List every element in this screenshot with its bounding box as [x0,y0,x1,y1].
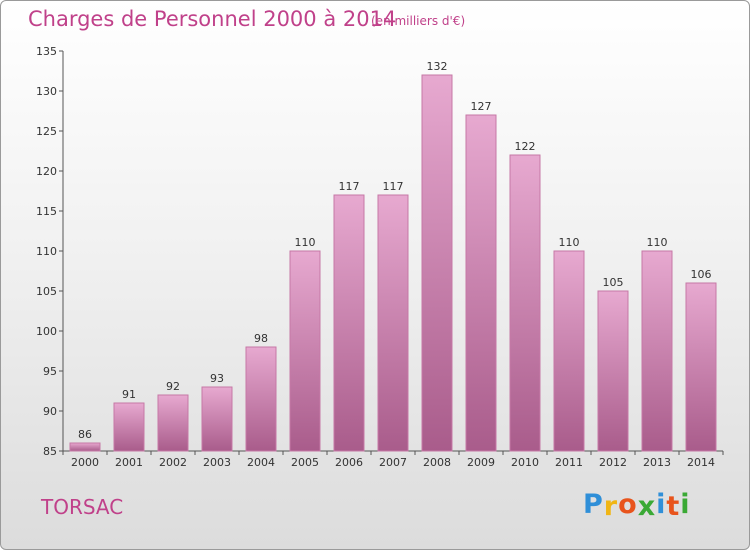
y-tick-label: 115 [36,205,57,218]
x-tick-label-2012: 2012 [599,456,627,469]
y-tick-label: 100 [36,325,57,338]
y-tick-label: 95 [43,365,57,378]
proxiti-logo: Proxiti [583,489,691,522]
y-tick-label: 90 [43,405,57,418]
x-tick-label-2000: 2000 [71,456,99,469]
chart-data-labels: 86 91 92 93 98 110 117 117 132 127 122 110 105 110 106 [78,60,712,441]
y-tick-label: 125 [36,125,57,138]
x-tick-label-2004: 2004 [247,456,275,469]
data-label-2003: 93 [210,372,224,385]
bar-2007 [377,194,409,452]
chart-axes: 85 90 95 100 105 110 115 120 125 130 135 2000 2001 20… [36,45,724,469]
commune-name: TORSAC [41,495,124,519]
data-label-2005: 110 [295,236,316,249]
x-tick-label-2003: 2003 [203,456,231,469]
y-tick-label: 130 [36,85,57,98]
bar-2006 [333,194,365,452]
chart-unit-label: (en milliers d'€) [371,14,466,28]
bar-2012 [597,290,629,452]
data-label-2007: 117 [383,180,404,193]
data-label-2002: 92 [166,380,180,393]
bar-2004 [245,346,277,452]
data-label-2004: 98 [254,332,268,345]
bar-2011 [553,250,585,452]
bar-2002 [157,394,189,452]
bar-2005 [289,250,321,452]
x-tick-label-2014: 2014 [687,456,715,469]
chart-title: Charges de Personnel 2000 à 2014 [28,7,397,31]
data-label-2001: 91 [122,388,136,401]
data-label-2000: 86 [78,428,92,441]
bar-2009 [465,114,497,452]
data-label-2014: 106 [691,268,712,281]
logo-letter: o [618,489,638,520]
x-tick-label-2013: 2013 [643,456,671,469]
data-label-2009: 127 [471,100,492,113]
logo-letter: x [637,491,657,522]
y-tick-label: 135 [36,45,57,58]
logo-letter: i [656,489,667,520]
bar-2008 [421,74,453,452]
chart-bars [69,74,717,452]
bar-2013 [641,250,673,452]
logo-letter: t [666,491,681,522]
x-tick-label-2006: 2006 [335,456,363,469]
data-label-2010: 122 [515,140,536,153]
x-tick-label-2009: 2009 [467,456,495,469]
data-label-2013: 110 [647,236,668,249]
data-label-2012: 105 [603,276,624,289]
x-tick-label-2010: 2010 [511,456,539,469]
logo-letter: r [603,491,619,522]
y-tick-label: 120 [36,165,57,178]
x-tick-label-2008: 2008 [423,456,451,469]
bar-2010 [509,154,541,452]
logo-letter: i [680,489,691,520]
x-tick-label-2007: 2007 [379,456,407,469]
bar-2014 [685,282,717,452]
y-tick-label: 85 [43,445,57,458]
data-label-2006: 117 [339,180,360,193]
x-tick-label-2011: 2011 [555,456,583,469]
bar-2003 [201,386,233,452]
data-label-2011: 110 [559,236,580,249]
logo-letter: P [583,489,604,520]
y-tick-label: 110 [36,245,57,258]
x-tick-label-2005: 2005 [291,456,319,469]
y-tick-label: 105 [36,285,57,298]
data-label-2008: 132 [427,60,448,73]
x-tick-label-2002: 2002 [159,456,187,469]
bar-2000 [69,442,101,452]
x-tick-label-2001: 2001 [115,456,143,469]
bar-2001 [113,402,145,452]
